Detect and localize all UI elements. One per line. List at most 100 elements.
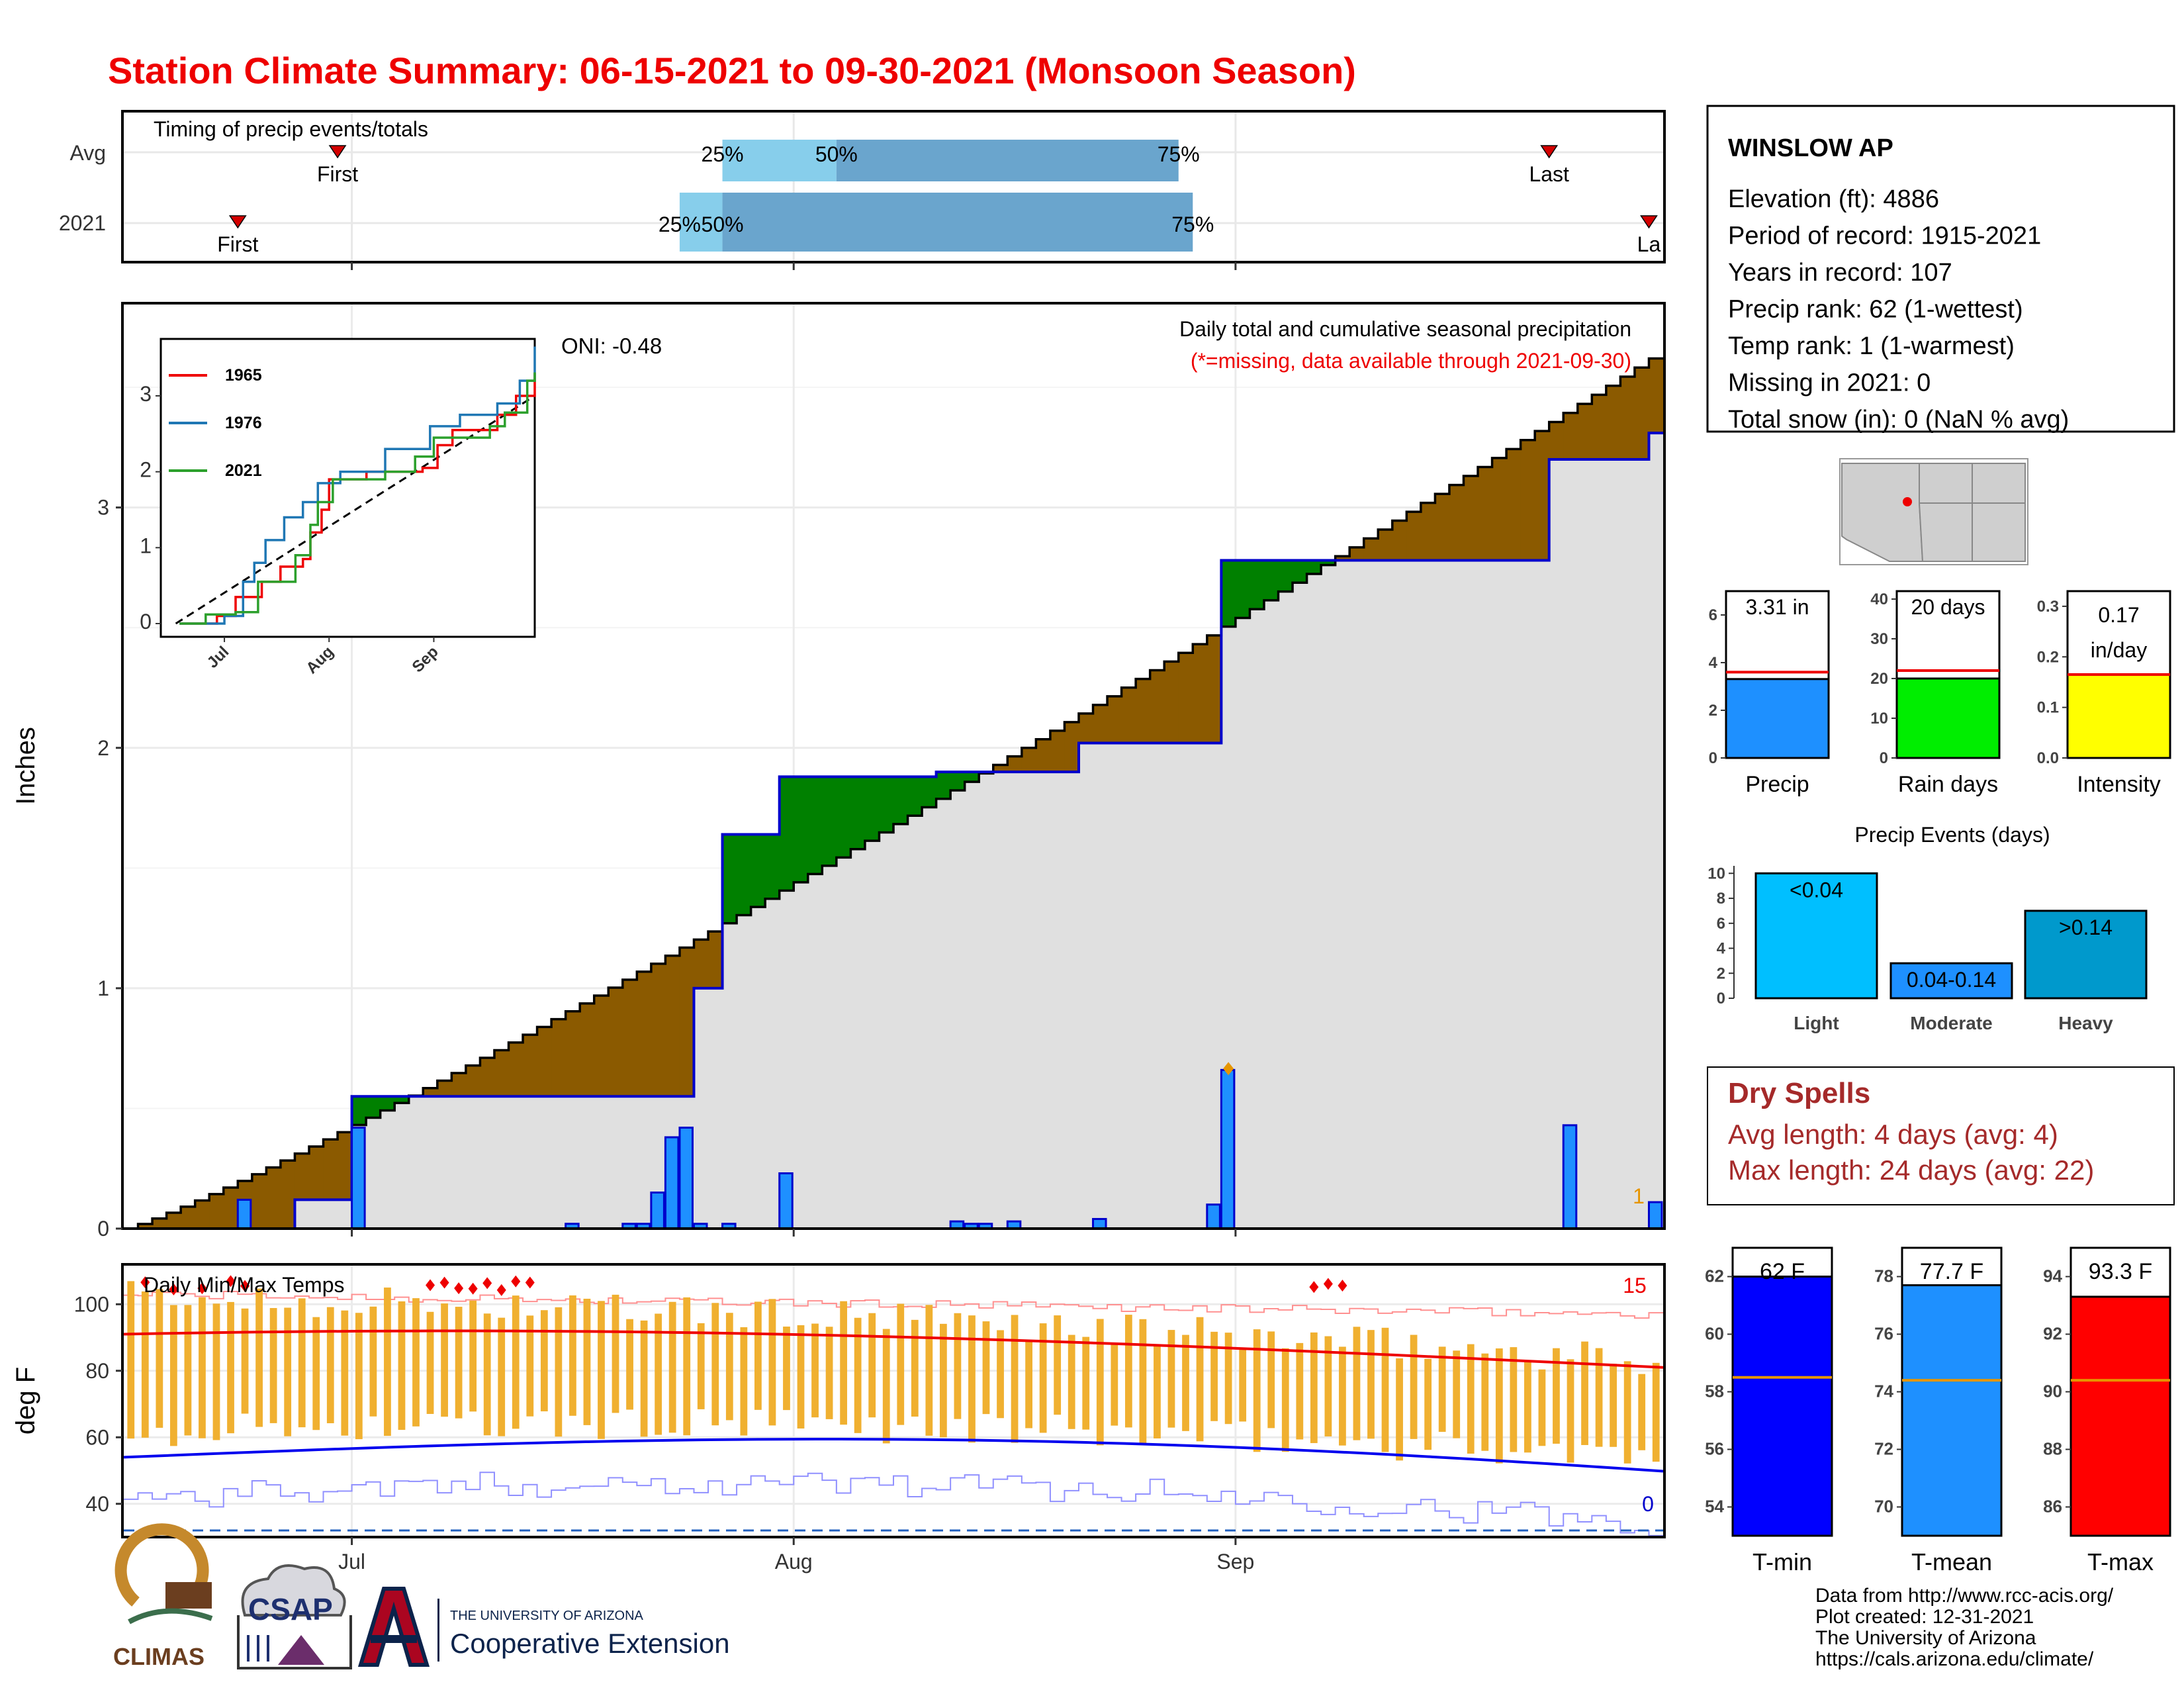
precip-y-tick-label: 1 bbox=[97, 976, 109, 1000]
daily-temp-bar bbox=[1610, 1364, 1617, 1447]
summary-y-tick: 0.3 bbox=[2037, 598, 2059, 616]
temp-summary-y-tick: 70 bbox=[1874, 1497, 1893, 1517]
daily-precip-bar bbox=[236, 1198, 252, 1230]
timing-first-last-label: Last bbox=[1529, 162, 1569, 186]
departure-fill bbox=[465, 1065, 481, 1097]
daily-temp-bar bbox=[626, 1319, 633, 1410]
events-y-tick: 6 bbox=[1717, 915, 1725, 933]
footer-line: Plot created: 12-31-2021 bbox=[1815, 1606, 2034, 1628]
daily-precip-bar bbox=[351, 1126, 366, 1230]
departure-fill bbox=[622, 979, 637, 1097]
daily-temp-bar bbox=[1553, 1348, 1560, 1444]
temp-summary-value: 62 F bbox=[1760, 1259, 1805, 1284]
daily-temp-bar bbox=[811, 1323, 819, 1418]
record-high-marker bbox=[426, 1279, 435, 1291]
precip-y-tick-label: 0 bbox=[97, 1217, 109, 1241]
climas-logo: CLIMAS bbox=[113, 1523, 213, 1670]
daily-temp-bar bbox=[1239, 1348, 1247, 1422]
record-high-marker bbox=[496, 1284, 506, 1296]
departure-fill bbox=[508, 1042, 523, 1097]
logo-extension-text: Cooperative Extension bbox=[450, 1628, 730, 1659]
daily-temp-bar bbox=[1339, 1346, 1346, 1446]
departure-fill bbox=[209, 1194, 224, 1229]
departure-fill bbox=[1178, 653, 1193, 743]
event-bar bbox=[2024, 910, 2148, 1000]
summary-bar-label: Rain days bbox=[1898, 772, 1998, 797]
timing-bar-50-75 bbox=[722, 193, 1193, 252]
timing-first-last-label: First bbox=[217, 232, 258, 256]
timing-marker bbox=[1640, 215, 1658, 229]
departure-fill bbox=[964, 772, 979, 782]
daily-temp-bar bbox=[797, 1325, 805, 1429]
station-info-line: Period of record: 1915-2021 bbox=[1728, 222, 2041, 250]
daily-temp-bar bbox=[498, 1317, 506, 1436]
departure-fill bbox=[1363, 538, 1379, 561]
departure-fill bbox=[1349, 547, 1365, 561]
record-high-marker bbox=[1338, 1280, 1347, 1292]
summary-y-tick: 30 bbox=[1870, 630, 1888, 648]
station-info-line: Missing in 2021: 0 bbox=[1728, 369, 1931, 397]
departure-fill bbox=[437, 1080, 452, 1097]
departure-fill bbox=[751, 834, 766, 908]
record-high-count: 15 bbox=[1623, 1274, 1647, 1297]
x-tick-label: Jul bbox=[338, 1550, 365, 1573]
departure-fill bbox=[1221, 560, 1236, 627]
daily-temp-bar bbox=[1011, 1315, 1019, 1443]
csap-logo-text: CSAP bbox=[248, 1592, 333, 1626]
departure-fill bbox=[223, 1188, 238, 1229]
record-high-marker bbox=[226, 1275, 236, 1288]
summary-bar-1: 0 10 20 30 40 20 days Rain days bbox=[1870, 590, 2001, 797]
departure-fill bbox=[1321, 560, 1336, 565]
daily-temp-bar bbox=[1182, 1335, 1189, 1431]
timing-percent-label: 75% bbox=[1158, 142, 1200, 166]
precip-panel: Daily total and cumulative seasonal prec… bbox=[11, 302, 1666, 1241]
summary-bar-fill bbox=[1725, 678, 1830, 759]
daily-temp-bar bbox=[612, 1294, 619, 1413]
departure-fill bbox=[1535, 431, 1550, 561]
inset-y-tick: 0 bbox=[140, 610, 152, 633]
departure-fill bbox=[1420, 502, 1436, 561]
record-high-marker bbox=[525, 1276, 535, 1289]
daily-temp-bar bbox=[740, 1327, 748, 1436]
event-bar-label: >0.14 bbox=[2059, 915, 2113, 939]
daily-temp-bar bbox=[1595, 1348, 1603, 1447]
departure-fill bbox=[1007, 756, 1023, 773]
events-y-tick: 10 bbox=[1707, 865, 1725, 882]
inset-series-line bbox=[179, 346, 536, 625]
footer-line: Data from http://www.rcc-acis.org/ bbox=[1815, 1585, 2114, 1607]
inset-y-tick: 3 bbox=[140, 382, 152, 406]
station-info-line: Years in record: 107 bbox=[1728, 259, 1952, 287]
temp-summary-y-tick: 62 bbox=[1705, 1266, 1724, 1286]
daily-temp-bar bbox=[1453, 1350, 1461, 1438]
departure-fill bbox=[195, 1200, 210, 1229]
departure-fill bbox=[1463, 476, 1479, 561]
departure-fill bbox=[737, 834, 752, 915]
daily-temp-bar bbox=[298, 1298, 306, 1428]
daily-temp-bar bbox=[982, 1321, 990, 1415]
departure-fill bbox=[423, 1088, 438, 1097]
station-info-line: Precip rank: 62 (1-wettest) bbox=[1728, 296, 2023, 324]
timing-percent-label: 25% bbox=[702, 142, 744, 166]
daily-temp-bar bbox=[598, 1301, 605, 1439]
daily-temp-bar bbox=[825, 1327, 833, 1419]
departure-fill bbox=[1206, 635, 1222, 743]
temp-summary-value: 93.3 F bbox=[2089, 1259, 2152, 1284]
locator-map bbox=[1839, 458, 2028, 565]
summary-y-tick: 0.1 bbox=[2037, 699, 2059, 717]
timing-bar-25-50 bbox=[722, 140, 837, 181]
departure-fill bbox=[181, 1206, 196, 1229]
daily-temp-bar bbox=[1638, 1374, 1646, 1450]
inset-y-tick: 2 bbox=[140, 458, 152, 482]
chart-title: Station Climate Summary: 06-15-2021 to 0… bbox=[108, 50, 1356, 91]
summary-y-tick: 0 bbox=[1709, 749, 1717, 767]
event-category: Light bbox=[1794, 1013, 1839, 1033]
departure-fill bbox=[1592, 395, 1607, 460]
departure-fill bbox=[1649, 358, 1664, 434]
daily-temp-bar bbox=[583, 1298, 591, 1425]
timing-marker bbox=[228, 215, 247, 229]
summary-y-tick: 0.0 bbox=[2037, 749, 2059, 767]
daily-temp-bar bbox=[1210, 1331, 1218, 1421]
summary-y-tick: 4 bbox=[1709, 654, 1718, 672]
departure-fill bbox=[280, 1160, 296, 1229]
departure-fill bbox=[565, 1011, 580, 1097]
